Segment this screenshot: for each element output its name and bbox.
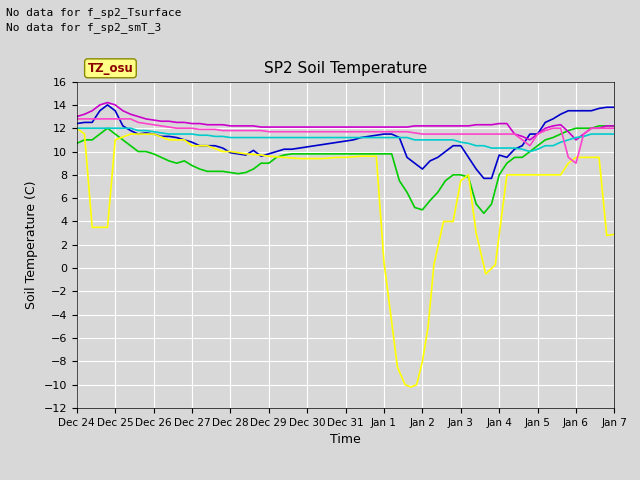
Title: SP2 Soil Temperature: SP2 Soil Temperature: [264, 61, 428, 76]
Y-axis label: Soil Temperature (C): Soil Temperature (C): [25, 180, 38, 309]
Text: TZ_osu: TZ_osu: [88, 62, 133, 75]
Text: No data for f_sp2_Tsurface: No data for f_sp2_Tsurface: [6, 7, 182, 18]
X-axis label: Time: Time: [330, 433, 361, 446]
Text: No data for f_sp2_smT_3: No data for f_sp2_smT_3: [6, 22, 162, 33]
